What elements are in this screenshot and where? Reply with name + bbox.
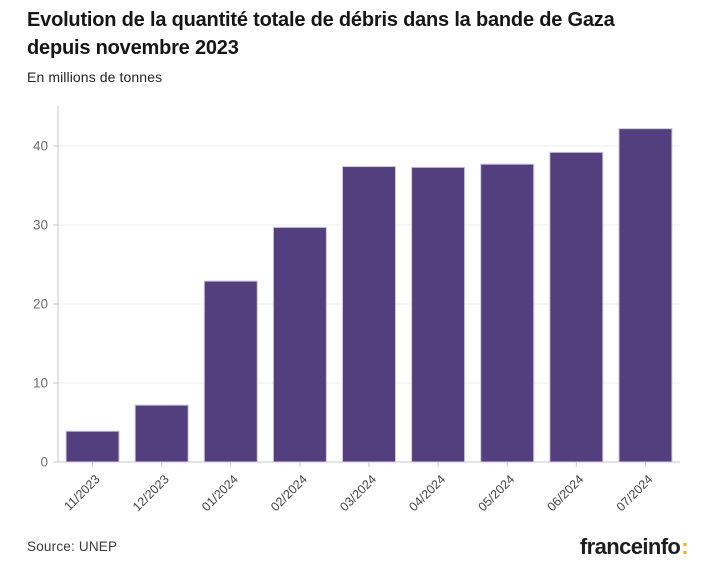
bar-chart: 0 10 20 30 40 11/2023 12/2023 01/2024 02/2024 03/… [33, 106, 680, 514]
bar-07/2024 [618, 128, 673, 463]
x-tick-label: 05/2024 [475, 472, 517, 514]
franceinfo-logo: franceinfo: [579, 534, 689, 560]
x-tick-label: 12/2023 [130, 472, 172, 514]
y-tick-label: 0 [40, 455, 48, 470]
bar-02/2024 [272, 226, 327, 463]
source-label: Source: UNEP [27, 539, 118, 554]
y-tick-label: 40 [33, 139, 48, 154]
bar-06/2024 [549, 151, 604, 463]
chart-area: 0 10 20 30 40 11/2023 12/2023 01/2024 02/2024 03/… [0, 100, 702, 537]
franceinfo-logo-colon: : [681, 534, 688, 559]
page-title-line-2: depuis novembre 2023 [27, 37, 239, 59]
bar-03/2024 [342, 166, 396, 463]
x-tick-label: 03/2024 [337, 472, 379, 514]
bar-04/2024 [411, 166, 466, 463]
y-tick-label: 20 [33, 297, 48, 312]
franceinfo-logo-text: franceinfo [579, 534, 681, 559]
x-tick-label: 01/2024 [199, 472, 241, 514]
x-tick-label: 07/2024 [614, 472, 656, 514]
x-tick-label: 11/2023 [61, 472, 102, 513]
x-tick-label: 02/2024 [268, 472, 310, 514]
y-tick-label: 30 [33, 218, 48, 233]
chart-subtitle: En millions de tonnes [27, 69, 163, 85]
bar-11/2023 [65, 430, 120, 463]
x-tick-label: 06/2024 [545, 472, 587, 514]
x-tick-label: 04/2024 [406, 472, 448, 514]
bar-05/2024 [480, 163, 535, 463]
chart-header: Evolution de la quantité totale de débri… [27, 6, 686, 85]
y-tick-label: 10 [33, 376, 48, 391]
bar-01/2024 [203, 280, 258, 463]
page-title-line-1: Evolution de la quantité totale de débri… [27, 9, 615, 31]
bar-12/2023 [134, 404, 189, 463]
